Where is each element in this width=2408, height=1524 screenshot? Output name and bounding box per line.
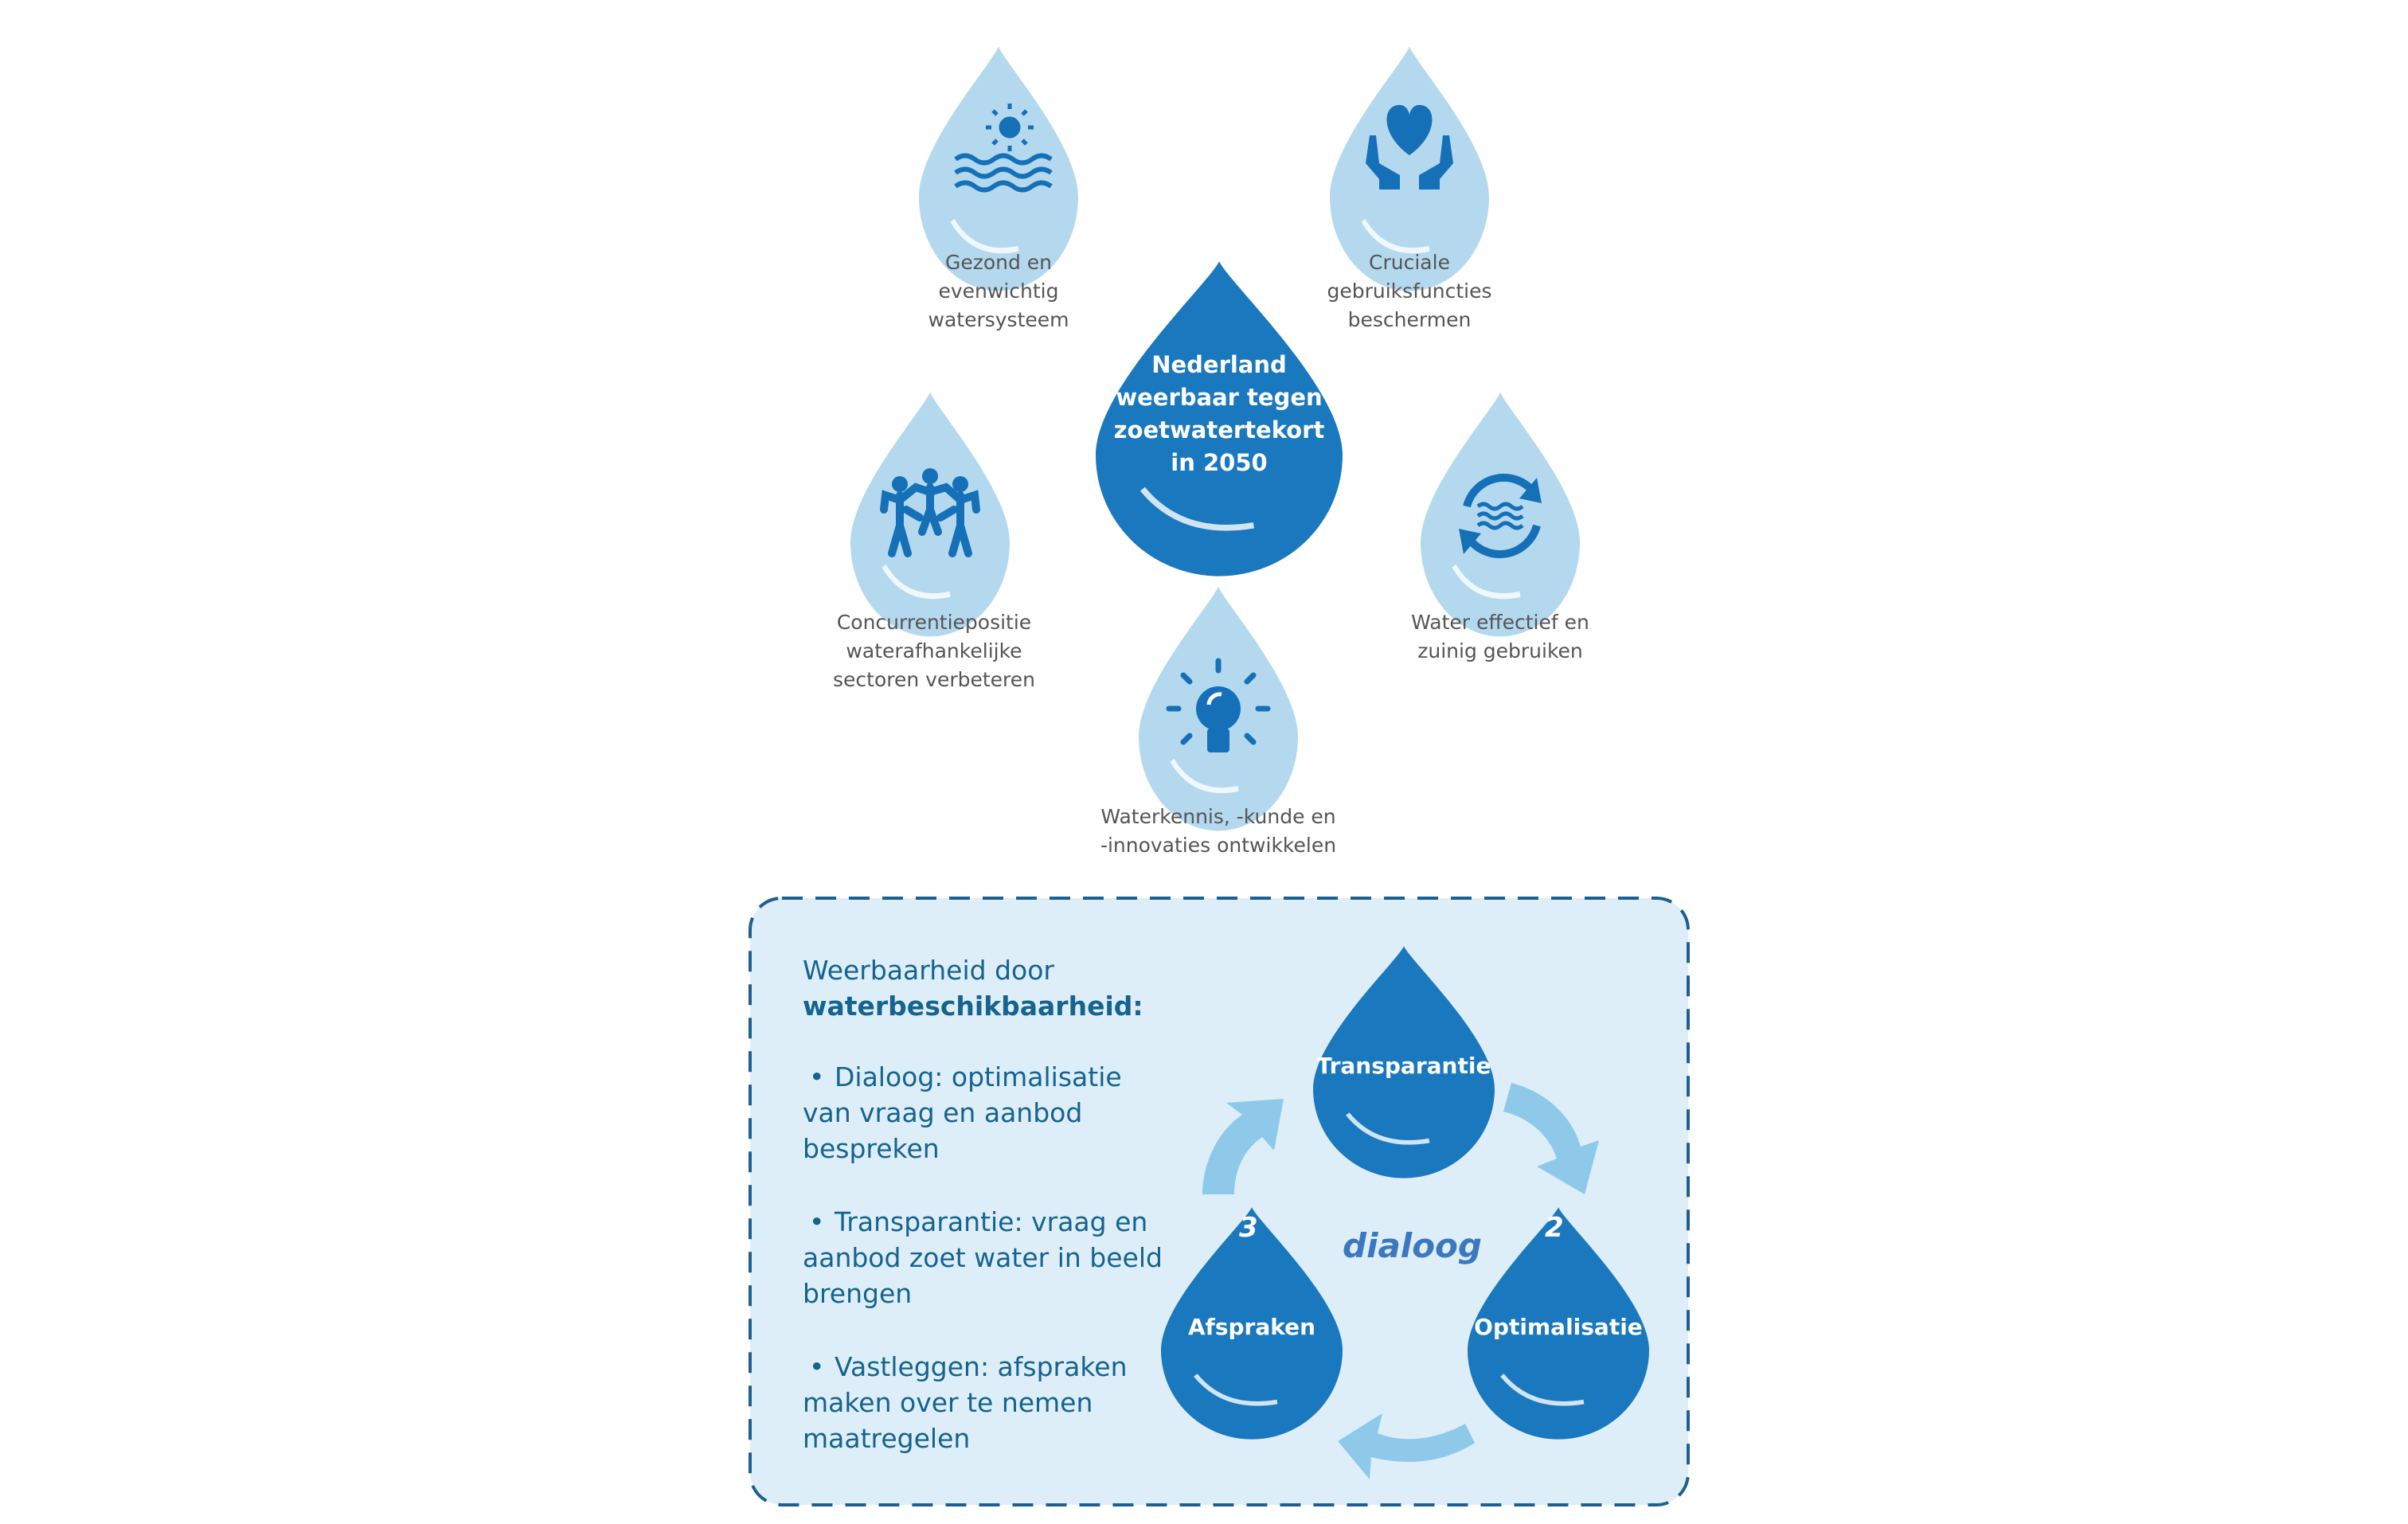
bullet-item-3: • Vastleggen: afspraken maken over te nem… bbox=[803, 1349, 1169, 1456]
goal-label-5: Waterkennis, -kunde en -innovaties ontwi… bbox=[1100, 805, 1337, 857]
bullet-first-line: Transparantie: vraag en bbox=[835, 1206, 1148, 1237]
arrow-transparantie-to-optimalisatie bbox=[1503, 1083, 1599, 1194]
bullet-rest: maken over te nemen maatregelen bbox=[803, 1387, 1093, 1454]
goal-label-4: Water effectief en zuinig gebruiken bbox=[1411, 611, 1589, 662]
goal-drop-5 bbox=[1139, 586, 1298, 831]
bullet-first-line: Dialoog: optimalisatie bbox=[835, 1061, 1122, 1092]
cycle-number-optimalisatie: 2 bbox=[1545, 1212, 1564, 1244]
cycle-label-transparantie: Transparantie bbox=[1316, 1053, 1491, 1079]
arrow-afspraken-to-transparantie bbox=[1202, 1099, 1284, 1194]
cycle-number-afspraken: 3 bbox=[1239, 1212, 1258, 1244]
bullet-rest: aanbod zoet water in beeld brengen bbox=[803, 1242, 1163, 1309]
hands-holding-heart-icon bbox=[1366, 104, 1453, 190]
bullet-dot: • bbox=[809, 1061, 825, 1092]
box-heading-line1: Weerbaarheid door bbox=[803, 955, 1054, 986]
central-drop bbox=[1096, 261, 1343, 576]
goal-drop-2 bbox=[1330, 46, 1489, 291]
goal-drop-3 bbox=[850, 392, 1010, 637]
lightbulb-icon bbox=[1166, 658, 1271, 752]
cycle-drop-transparantie bbox=[1313, 946, 1495, 1178]
cycle-center-label: dialoog bbox=[1343, 1226, 1482, 1265]
bullet-item-2: • Transparantie: vraag en aanbod zoet wat… bbox=[803, 1204, 1169, 1311]
bullet-item-1: • Dialoog: optimalisatie van vraag en aan… bbox=[803, 1059, 1169, 1166]
goal-label-2: Cruciale gebruiksfuncties beschermen bbox=[1327, 251, 1492, 331]
arrow-optimalisatie-to-afspraken bbox=[1338, 1413, 1475, 1479]
cycle-drop-afspraken bbox=[1161, 1207, 1343, 1440]
cycle-arrows bbox=[1202, 1083, 1599, 1479]
cycle-label-optimalisatie: Optimalisatie bbox=[1474, 1314, 1643, 1340]
cycle-drop-optimalisatie bbox=[1468, 1207, 1649, 1440]
bullet-dot: • bbox=[809, 1351, 825, 1382]
bullet-dot: • bbox=[809, 1206, 825, 1237]
box-heading: Weerbaarheid door waterbeschikbaarheid: bbox=[803, 952, 1169, 1024]
goal-label-3: Concurrentiepositie waterafhankelijke se… bbox=[833, 611, 1035, 691]
goal-label-1: Gezond en evenwichtig watersysteem bbox=[928, 251, 1069, 331]
bullet-rest: van vraag en aanbod bespreken bbox=[803, 1097, 1083, 1164]
cycle-label-afspraken: Afspraken bbox=[1187, 1314, 1316, 1340]
goal-drop-1 bbox=[919, 46, 1078, 291]
box-heading-line2: waterbeschikbaarheid: bbox=[803, 991, 1143, 1022]
water-cycle-icon bbox=[1459, 473, 1542, 559]
people-holding-hands-icon bbox=[880, 468, 980, 557]
bullet-first-line: Vastleggen: afspraken bbox=[835, 1351, 1128, 1382]
central-goal-title: Nederland weerbaar tegen zoetwatertekort… bbox=[1113, 351, 1325, 476]
goal-drop-4 bbox=[1421, 392, 1580, 637]
sun-over-water-icon bbox=[954, 104, 1053, 193]
